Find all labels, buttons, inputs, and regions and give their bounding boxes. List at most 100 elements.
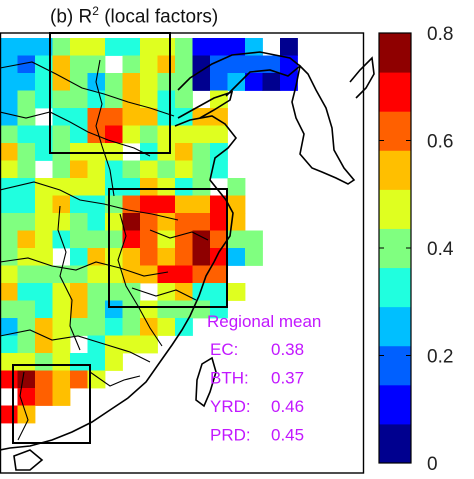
- grid-cell: [87, 248, 106, 266]
- grid-cell: [280, 73, 298, 91]
- grid-cell: [140, 195, 158, 214]
- grid-cell: [17, 300, 36, 319]
- grid-cell: [0, 38, 18, 56]
- grid-cell: [122, 73, 141, 91]
- grid-cell: [105, 73, 123, 91]
- grid-cell: [122, 195, 141, 214]
- grid-cell: [157, 73, 176, 91]
- grid-cell: [140, 248, 158, 266]
- grid-cell: [122, 230, 141, 249]
- grid-cell: [52, 125, 71, 144]
- grid-cell: [87, 265, 106, 284]
- grid-cell: [210, 125, 228, 144]
- grid-cell: [210, 38, 228, 56]
- grid-cell: [140, 230, 158, 249]
- grid-cell: [140, 55, 158, 74]
- grid-cell: [175, 178, 193, 196]
- grid-cell: [192, 160, 211, 179]
- grid-cell: [175, 38, 193, 56]
- regional-mean-region: EC:: [210, 340, 238, 359]
- colorbar-segment: [379, 423, 411, 464]
- grid-cell: [52, 108, 71, 126]
- province-line: [0, 111, 151, 157]
- grid-cell: [140, 143, 158, 161]
- grid-cell: [52, 143, 71, 161]
- grid-cell: [140, 300, 158, 319]
- colorbar-segment: [379, 33, 411, 73]
- grid-cell: [17, 230, 36, 249]
- grid-cell: [227, 38, 246, 56]
- grid-cell: [122, 248, 141, 266]
- liaodong-coast: [177, 51, 302, 97]
- grid-cell: [0, 405, 18, 424]
- grid-cell: [35, 388, 53, 406]
- grid-cell: [227, 178, 246, 196]
- grid-cell: [210, 300, 228, 319]
- grid-cell: [17, 73, 36, 91]
- grid-cell: [70, 300, 88, 319]
- grid-cell: [175, 160, 193, 179]
- taiwan-island: [195, 356, 217, 408]
- coastline: [0, 115, 238, 451]
- grid-cell: [105, 143, 123, 161]
- regional-mean-value: 0.45: [271, 426, 304, 445]
- grid-cell: [70, 318, 88, 336]
- grid-cell: [0, 125, 18, 144]
- grid-cell: [0, 300, 18, 319]
- grid-cell: [17, 195, 36, 214]
- province-line: [117, 213, 163, 347]
- grid-cell: [175, 55, 193, 74]
- colorbar-tick-label: 0.2: [427, 347, 453, 368]
- grid-cell: [52, 178, 71, 196]
- grid-cell: [35, 265, 53, 284]
- grid-cell: [0, 283, 18, 301]
- grid-cell: [280, 38, 298, 56]
- province-line: [0, 329, 151, 363]
- grid-cell: [157, 318, 176, 336]
- grid-cell: [175, 143, 193, 161]
- grid-cell: [262, 55, 281, 74]
- grid-cell: [157, 143, 176, 161]
- grid-cell: [70, 90, 88, 109]
- grid-cell: [52, 335, 71, 354]
- grid-cell: [140, 265, 158, 284]
- grid-cell: [157, 230, 176, 249]
- colorbar: [378, 32, 412, 464]
- grid-cell: [0, 108, 18, 126]
- grid-cell: [0, 353, 18, 371]
- grid-cell: [35, 370, 53, 389]
- japan-coast: [349, 56, 375, 99]
- grid-cell: [105, 90, 123, 109]
- grid-cell: [210, 283, 228, 301]
- grid-cell: [175, 248, 193, 266]
- grid-cell: [0, 90, 18, 109]
- grid-cell: [35, 283, 53, 301]
- grid-cell: [52, 265, 71, 284]
- grid-cell: [0, 143, 18, 161]
- grid-cell: [105, 318, 123, 336]
- region-box-yrd: [108, 188, 228, 308]
- grid-cell: [0, 160, 18, 179]
- grid-cell: [122, 318, 141, 336]
- province-line: [0, 181, 179, 221]
- grid-cell: [192, 125, 211, 144]
- grid-cell: [192, 195, 211, 214]
- regional-mean-value: 0.46: [271, 397, 304, 416]
- colorbar-segment: [379, 228, 411, 269]
- colorbar-ticks: 0 0.2 0.4 0.6 0.8: [379, 24, 454, 475]
- grid-cell: [87, 143, 106, 161]
- province-line: [89, 371, 141, 387]
- province-line: [95, 59, 115, 197]
- grid-cell: [192, 38, 211, 56]
- grid-cell: [140, 160, 158, 179]
- grid-cell: [122, 38, 141, 56]
- grid-cell: [105, 335, 123, 354]
- grid-cell: [17, 90, 36, 109]
- grid-cell: [105, 108, 123, 126]
- grid-cell: [140, 73, 158, 91]
- region-box-prd: [12, 364, 91, 444]
- grid-cell: [262, 73, 281, 91]
- grid-cell: [87, 55, 106, 74]
- grid-cell: [0, 318, 18, 336]
